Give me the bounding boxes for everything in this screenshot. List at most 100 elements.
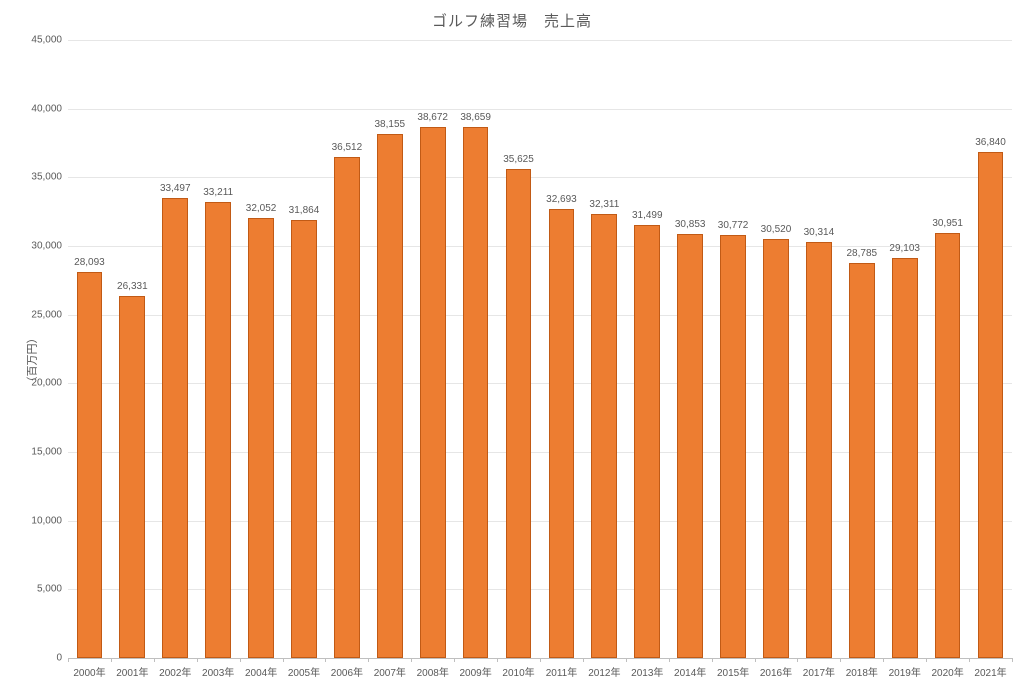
y-tick-label: 15,000 <box>31 447 68 458</box>
data-label: 30,314 <box>804 227 835 238</box>
bar-slot: 38,6722008年 <box>411 40 454 658</box>
bar: 28,093 <box>77 272 103 658</box>
bar-slot: 36,5122006年 <box>325 40 368 658</box>
x-axis-label: 2014年 <box>674 664 706 679</box>
bar-fill <box>119 296 145 658</box>
data-label: 30,853 <box>675 219 706 230</box>
data-label: 32,693 <box>546 194 577 205</box>
x-axis-label: 2015年 <box>717 664 749 679</box>
bar: 31,864 <box>291 220 317 658</box>
bar-slot: 30,8532014年 <box>669 40 712 658</box>
x-axis-label: 2021年 <box>974 664 1006 679</box>
data-label: 33,211 <box>203 187 233 198</box>
x-axis-label: 2006年 <box>331 664 363 679</box>
y-tick-label: 20,000 <box>31 378 68 389</box>
x-tick <box>1012 658 1013 662</box>
data-label: 36,512 <box>332 142 363 153</box>
bar-slot: 31,4992013年 <box>626 40 669 658</box>
bar-slot: 29,1032019年 <box>883 40 926 658</box>
x-axis-label: 2020年 <box>932 664 964 679</box>
x-tick <box>368 658 369 662</box>
bar-slot: 38,1552007年 <box>368 40 411 658</box>
bar-slot: 36,8402021年 <box>969 40 1012 658</box>
bar-fill <box>162 198 188 658</box>
bar: 38,155 <box>377 134 403 658</box>
plot-area: 05,00010,00015,00020,00025,00030,00035,0… <box>68 40 1012 659</box>
bar-fill <box>763 239 789 658</box>
data-label: 30,520 <box>761 224 792 235</box>
bar-slot: 32,3112012年 <box>583 40 626 658</box>
bar-slot: 33,4972002年 <box>154 40 197 658</box>
bar-slot: 30,5202016年 <box>755 40 798 658</box>
bar-fill <box>978 152 1004 658</box>
x-tick <box>883 658 884 662</box>
x-axis-label: 2016年 <box>760 664 792 679</box>
bar-fill <box>463 127 489 658</box>
y-tick-label: 10,000 <box>31 515 68 526</box>
bar-fill <box>291 220 317 658</box>
x-axis-label: 2000年 <box>73 664 105 679</box>
bar: 29,103 <box>892 258 918 658</box>
data-label: 29,103 <box>889 243 920 254</box>
bar: 38,659 <box>463 127 489 658</box>
bar-slot: 33,2112003年 <box>197 40 240 658</box>
data-label: 31,864 <box>289 205 320 216</box>
x-tick <box>325 658 326 662</box>
data-label: 38,155 <box>375 119 406 130</box>
y-tick-label: 5,000 <box>37 584 68 595</box>
data-label: 30,772 <box>718 220 749 231</box>
bar: 30,314 <box>806 242 832 658</box>
x-tick <box>755 658 756 662</box>
bar-slot: 31,8642005年 <box>283 40 326 658</box>
data-label: 38,672 <box>417 112 448 123</box>
bar-slot: 30,9512020年 <box>926 40 969 658</box>
x-tick <box>454 658 455 662</box>
x-tick <box>669 658 670 662</box>
chart-title: ゴルフ練習場 売上高 <box>0 0 1024 31</box>
bar: 26,331 <box>119 296 145 658</box>
bar: 33,211 <box>205 202 231 658</box>
bar-fill <box>849 263 875 658</box>
data-label: 32,311 <box>589 199 619 210</box>
bar-fill <box>720 235 746 658</box>
bar-fill <box>806 242 832 658</box>
bar-fill <box>334 157 360 658</box>
bar-fill <box>377 134 403 658</box>
bar: 36,840 <box>978 152 1004 658</box>
y-tick-label: 0 <box>56 653 68 664</box>
bars-container: 28,0932000年26,3312001年33,4972002年33,2112… <box>68 40 1012 658</box>
x-axis-label: 2005年 <box>288 664 320 679</box>
bar-fill <box>77 272 103 658</box>
bar: 32,693 <box>549 209 575 658</box>
x-tick <box>583 658 584 662</box>
x-tick <box>240 658 241 662</box>
x-axis-label: 2009年 <box>460 664 492 679</box>
x-axis-label: 2004年 <box>245 664 277 679</box>
data-label: 28,093 <box>74 257 105 268</box>
y-tick-label: 30,000 <box>31 241 68 252</box>
bar-fill <box>248 218 274 658</box>
x-axis-label: 2017年 <box>803 664 835 679</box>
x-tick <box>411 658 412 662</box>
x-tick <box>283 658 284 662</box>
bar-fill <box>935 233 961 658</box>
x-axis-label: 2012年 <box>588 664 620 679</box>
bar: 28,785 <box>849 263 875 658</box>
bar-slot: 30,3142017年 <box>797 40 840 658</box>
bar: 33,497 <box>162 198 188 658</box>
y-tick-label: 25,000 <box>31 309 68 320</box>
bar: 30,853 <box>677 234 703 658</box>
y-tick-label: 40,000 <box>31 103 68 114</box>
y-tick-label: 35,000 <box>31 172 68 183</box>
bar-fill <box>549 209 575 658</box>
x-tick <box>497 658 498 662</box>
bar-slot: 32,0522004年 <box>240 40 283 658</box>
x-axis-label: 2011年 <box>546 664 578 679</box>
x-tick <box>68 658 69 662</box>
bar-fill <box>205 202 231 658</box>
x-axis-label: 2013年 <box>631 664 663 679</box>
x-tick <box>926 658 927 662</box>
data-label: 30,951 <box>932 218 963 229</box>
x-axis-label: 2001年 <box>116 664 148 679</box>
data-label: 32,052 <box>246 203 277 214</box>
